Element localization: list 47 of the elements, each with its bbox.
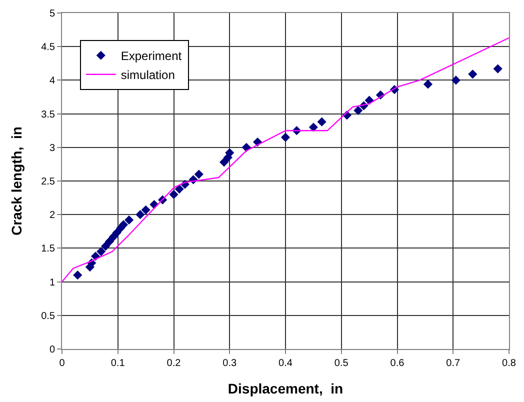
x-tick-label: 0.5 [334, 358, 349, 369]
point [451, 76, 460, 85]
y-tick-label: 0.5 [41, 310, 56, 322]
y-tick-label: 5 [49, 8, 56, 20]
line-series [62, 37, 509, 282]
y-tick-label: 2 [49, 210, 56, 222]
point [280, 132, 290, 142]
point [174, 184, 184, 194]
point [141, 205, 150, 214]
y-axis-title: Crack length, in [8, 126, 25, 236]
x-tick-label: 0.4 [278, 358, 293, 369]
point [104, 236, 114, 246]
point [96, 247, 106, 256]
y-tick-label: 4 [49, 76, 56, 87]
point [136, 210, 145, 220]
point [169, 190, 178, 199]
point [194, 170, 204, 179]
point [308, 122, 318, 132]
x-tick-label: 0.3 [222, 358, 238, 369]
x-tick-label: 0.1 [110, 358, 126, 369]
x-tick-label: 0.2 [166, 358, 182, 369]
y-tick-label: 2.5 [41, 176, 56, 188]
point [112, 228, 122, 238]
legend-label: Experiment [120, 49, 182, 64]
y-tick-label: 4.5 [41, 42, 56, 54]
y-tick-label: 1 [49, 277, 56, 288]
y-tick-label: 1.5 [41, 244, 56, 255]
point [242, 142, 251, 152]
x-axis-title: Displacement, in [228, 380, 344, 396]
x-tick-label: 0.7 [446, 358, 461, 369]
x-tick-label: 0.6 [390, 358, 405, 369]
y-tick-label: 0 [49, 344, 56, 356]
point [493, 64, 502, 74]
point [101, 242, 110, 251]
point [73, 270, 82, 280]
point [468, 70, 478, 79]
y-tick-label: 3 [49, 142, 56, 154]
point [317, 117, 326, 126]
point [219, 158, 229, 167]
point [354, 106, 363, 115]
point [124, 215, 134, 225]
legend-label: simulation [120, 68, 175, 82]
x-tick-label: 0 [59, 358, 66, 369]
point [118, 220, 128, 230]
x-tick-label: 0.8 [502, 358, 516, 369]
point [423, 80, 433, 89]
y-tick-label: 3.5 [41, 109, 56, 120]
